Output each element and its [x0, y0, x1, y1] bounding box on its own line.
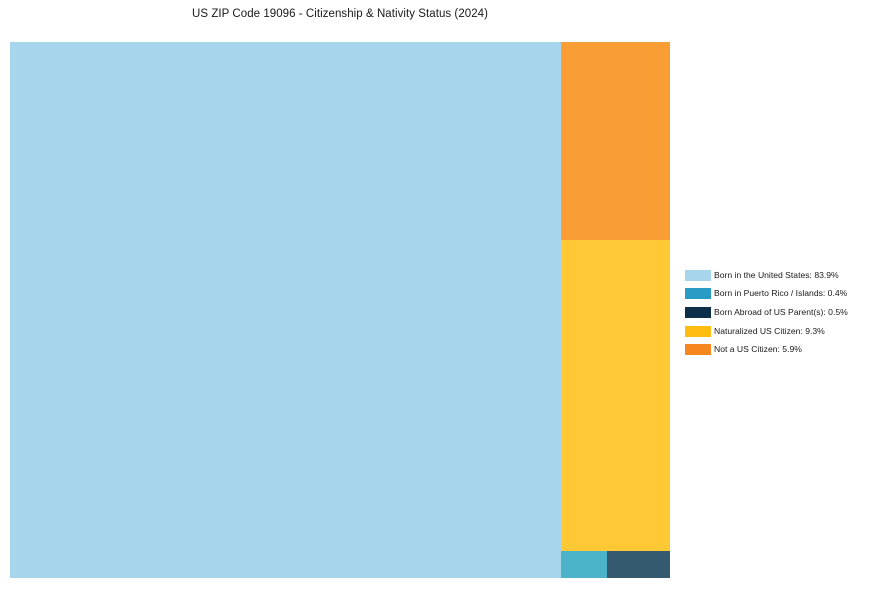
legend-item: Born in Puerto Rico / Islands: 0.4%	[685, 285, 885, 304]
legend-item: Born Abroad of US Parent(s): 0.5%	[685, 303, 885, 322]
legend-swatch	[685, 325, 711, 337]
legend-label: Born in Puerto Rico / Islands: 0.4%	[714, 288, 848, 299]
treemap-tile	[607, 551, 670, 578]
legend-label: Not a US Citizen: 5.9%	[714, 344, 802, 355]
legend-label: Born Abroad of US Parent(s): 0.5%	[714, 306, 848, 317]
treemap-tile	[561, 551, 607, 578]
chart-legend: Born in the United States: 83.9% Born in …	[685, 266, 885, 359]
treemap-tile	[10, 42, 561, 578]
legend-swatch	[685, 306, 711, 318]
legend-item: Naturalized US Citizen: 9.3%	[685, 322, 885, 341]
chart-title: US ZIP Code 19096 - Citizenship & Nativi…	[192, 8, 488, 20]
treemap-tile	[561, 42, 670, 240]
treemap-tile	[561, 240, 670, 551]
legend-label: Naturalized US Citizen: 9.3%	[714, 325, 825, 336]
legend-swatch	[685, 269, 711, 281]
legend-swatch	[685, 288, 711, 300]
legend-item: Born in the United States: 83.9%	[685, 266, 885, 285]
legend-swatch	[685, 344, 711, 356]
legend-label: Born in the United States: 83.9%	[714, 269, 839, 280]
legend-item: Not a US Citizen: 5.9%	[685, 340, 885, 359]
treemap-plot-area	[10, 42, 670, 578]
